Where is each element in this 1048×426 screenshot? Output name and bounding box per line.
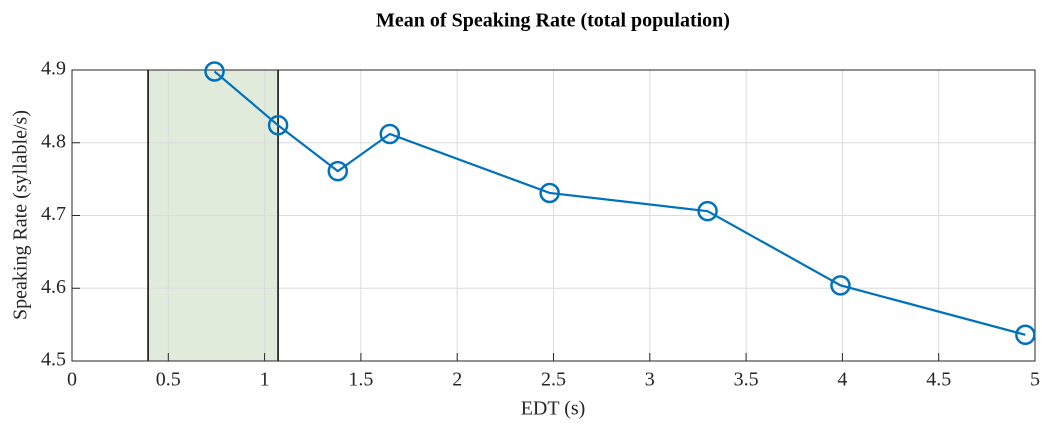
y-tick-label: 4.8: [41, 130, 66, 152]
y-tick-label: 4.7: [41, 203, 66, 225]
x-tick-label: 2.5: [541, 369, 566, 391]
data-marker: [204, 61, 225, 82]
data-marker: [697, 200, 718, 222]
data-marker: [539, 182, 560, 204]
data-line: [213, 70, 1026, 336]
data-marker: [830, 275, 851, 296]
y-tick-label: 4.6: [41, 276, 66, 298]
x-tick-label: 1: [260, 369, 270, 391]
x-axis-label: EDT (s): [521, 398, 586, 420]
x-tick-label: 0.5: [156, 369, 181, 391]
data-marker: [327, 160, 349, 182]
x-tick-label: 0: [67, 369, 77, 391]
x-tick-label: 5: [1030, 369, 1040, 391]
chart-title: Mean of Speaking Rate (total population): [376, 10, 730, 32]
data-marker: [267, 115, 289, 136]
y-tick-label: 4.9: [41, 58, 66, 80]
data-marker: [1015, 324, 1036, 346]
x-tick-label: 4: [837, 369, 847, 391]
x-tick-label: 3.5: [734, 369, 759, 391]
x-tick-label: 2: [452, 369, 462, 391]
data-marker: [379, 123, 401, 145]
y-axis-label: Speaking Rate (syllable/s): [10, 110, 32, 320]
y-tick-label: 4.5: [41, 349, 66, 371]
x-tick-label: 3: [645, 369, 655, 391]
x-tick-label: 4.5: [926, 369, 951, 391]
x-tick-label: 1.5: [348, 369, 373, 391]
plot-frame: [71, 69, 1036, 362]
